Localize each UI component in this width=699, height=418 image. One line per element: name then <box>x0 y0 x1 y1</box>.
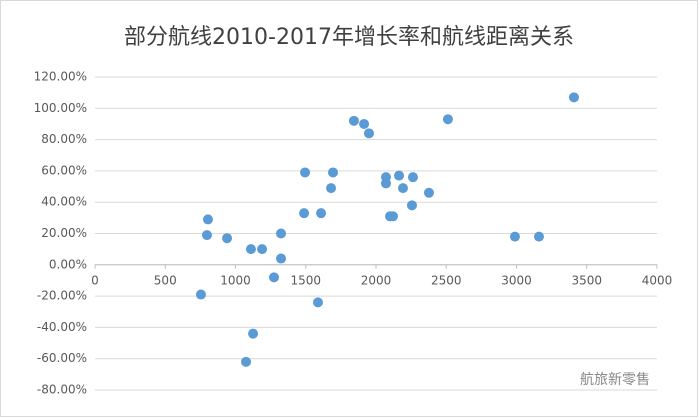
x-tick-label: 2500 <box>431 273 462 287</box>
point <box>222 233 233 244</box>
x-tick-label: 1000 <box>220 273 251 287</box>
point <box>348 115 359 126</box>
x-tick-label: 3500 <box>571 273 602 287</box>
y-tick-label: -60.00% <box>37 351 87 365</box>
point <box>359 118 370 129</box>
point <box>300 167 311 178</box>
y-tick-label: -20.00% <box>37 289 87 303</box>
y-tick-label: 40.00% <box>41 195 87 209</box>
point <box>276 253 287 264</box>
point <box>406 200 417 211</box>
point <box>299 208 310 219</box>
point <box>241 356 252 367</box>
point <box>202 214 213 225</box>
point <box>245 244 256 255</box>
x-tick-label: 2000 <box>361 273 392 287</box>
point <box>423 187 434 198</box>
point <box>380 178 391 189</box>
y-tick-label: 0.00% <box>49 257 87 271</box>
point <box>276 228 287 239</box>
point <box>326 183 337 194</box>
y-tick-label: 100.00% <box>34 101 87 115</box>
point <box>533 231 544 242</box>
point <box>316 208 327 219</box>
point <box>509 231 520 242</box>
point <box>201 230 212 241</box>
point <box>407 172 418 183</box>
point <box>568 92 579 103</box>
y-tick-label: 60.00% <box>41 163 87 177</box>
point <box>394 170 405 181</box>
y-tick-label: -80.00% <box>37 383 87 397</box>
x-tick-label: 0 <box>91 273 99 287</box>
y-tick-label: -40.00% <box>37 320 87 334</box>
point <box>312 297 323 308</box>
y-tick-label: 80.00% <box>41 132 87 146</box>
point <box>248 328 259 339</box>
point <box>363 128 374 139</box>
watermark: 航旅新零售 <box>580 372 650 388</box>
y-tick-label: 120.00% <box>34 70 87 84</box>
x-tick-label: 1500 <box>290 273 321 287</box>
point <box>442 114 453 125</box>
x-tick-label: 3000 <box>501 273 532 287</box>
point <box>257 244 268 255</box>
point <box>388 211 399 222</box>
y-tick-label: 20.00% <box>41 226 87 240</box>
point <box>268 272 279 283</box>
point <box>328 167 339 178</box>
point <box>195 289 206 300</box>
x-tick-label: 4000 <box>642 273 673 287</box>
point <box>397 183 408 194</box>
x-tick-label: 500 <box>154 273 177 287</box>
chart-title: 部分航线2010-2017年增长率和航线距离关系 <box>124 25 574 50</box>
